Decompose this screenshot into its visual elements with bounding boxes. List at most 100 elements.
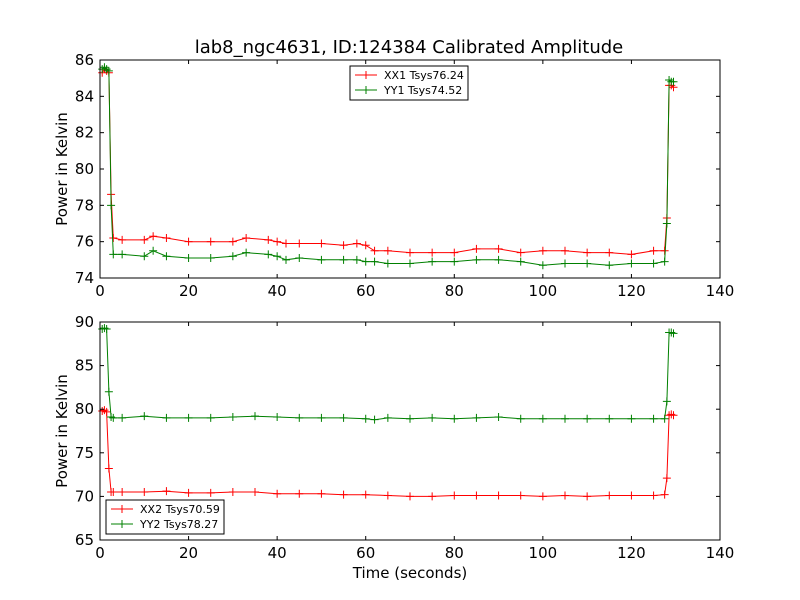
data-point xyxy=(494,491,503,500)
data-point xyxy=(361,414,370,423)
y-tick-label: 85 xyxy=(75,357,94,375)
data-point xyxy=(472,413,481,422)
y-tick-label: 80 xyxy=(75,160,94,178)
data-point xyxy=(660,490,669,499)
data-point xyxy=(118,250,127,259)
data-point xyxy=(450,248,459,257)
data-point xyxy=(538,246,547,255)
data-point xyxy=(538,492,547,501)
data-point xyxy=(472,244,481,253)
data-point xyxy=(383,491,392,500)
data-point xyxy=(669,329,678,338)
data-point xyxy=(118,488,127,497)
data-point xyxy=(428,492,437,501)
y-tick-label: 70 xyxy=(75,487,94,505)
data-point xyxy=(184,237,193,246)
x-tick-label: 100 xyxy=(529,282,558,300)
data-point xyxy=(273,489,282,498)
data-point xyxy=(162,234,171,243)
data-point xyxy=(295,254,304,263)
data-point xyxy=(428,413,437,422)
data-point xyxy=(662,474,671,483)
data-point xyxy=(649,491,658,500)
legend-swatch-marker xyxy=(362,71,370,79)
data-point xyxy=(406,248,414,257)
data-point xyxy=(472,255,481,264)
legend-swatch-marker xyxy=(118,520,126,528)
data-point xyxy=(627,491,636,500)
plots-container: 0 20 40 60 80 100 120 140 74 76 78 80 82 84 86 Power in… xyxy=(53,51,734,562)
data-point xyxy=(104,66,113,75)
legend-swatch-marker xyxy=(362,86,370,94)
y-tick-label: 86 xyxy=(75,51,94,69)
data-point xyxy=(605,414,614,423)
data-point xyxy=(102,407,111,416)
data-point xyxy=(370,257,379,266)
data-point xyxy=(140,235,149,244)
y-tick-label: 75 xyxy=(75,444,94,462)
data-point xyxy=(561,414,569,423)
data-point xyxy=(605,261,614,270)
data-point xyxy=(251,488,259,497)
data-point xyxy=(264,250,273,259)
legend-label: XX2 Tsys70.59 xyxy=(140,503,220,516)
data-point xyxy=(184,413,193,422)
data-point xyxy=(339,490,348,499)
data-point xyxy=(627,414,636,423)
x-axis-label: Time (seconds) xyxy=(352,564,468,582)
data-point xyxy=(140,488,149,497)
data-point xyxy=(352,239,361,248)
data-point xyxy=(228,488,237,497)
legend-swatch-marker xyxy=(118,505,126,513)
data-point xyxy=(428,257,437,266)
x-tick-label: 120 xyxy=(617,544,646,562)
data-point xyxy=(118,413,127,422)
data-point xyxy=(162,252,171,261)
data-point xyxy=(561,259,569,268)
y-tick-label: 80 xyxy=(75,400,94,418)
data-point xyxy=(102,324,111,333)
data-point xyxy=(282,255,290,264)
y-axis-label: Power in Kelvin xyxy=(53,112,71,226)
x-tick-label: 40 xyxy=(268,282,287,300)
data-point xyxy=(228,252,237,261)
data-point xyxy=(660,257,669,266)
data-point xyxy=(516,414,525,423)
data-point xyxy=(494,255,503,264)
data-point xyxy=(669,77,678,86)
data-point xyxy=(352,255,361,264)
data-point xyxy=(273,413,282,422)
legend-label: YY1 Tsys74.52 xyxy=(383,84,462,97)
data-point xyxy=(561,491,569,500)
data-point xyxy=(242,234,251,243)
data-point xyxy=(149,246,158,255)
x-tick-label: 20 xyxy=(179,544,198,562)
data-point xyxy=(450,491,459,500)
data-point xyxy=(605,248,614,257)
data-point xyxy=(370,246,379,255)
data-point xyxy=(561,246,569,255)
data-point xyxy=(450,257,459,266)
data-point xyxy=(273,237,282,246)
data-point xyxy=(140,252,149,261)
data-point xyxy=(383,259,392,268)
data-point xyxy=(206,254,215,263)
data-point xyxy=(242,248,251,257)
data-point xyxy=(538,261,547,270)
data-point xyxy=(162,413,171,422)
series-1-2 xyxy=(98,63,678,270)
data-point xyxy=(406,259,414,268)
series-2-2 xyxy=(98,324,678,424)
data-point xyxy=(206,413,215,422)
subplot-2: 0 20 40 60 80 100 120 140 65 70 75 80 85 90 Power in K… xyxy=(53,313,734,562)
data-point xyxy=(206,237,215,246)
data-point xyxy=(109,234,118,243)
data-point xyxy=(264,235,273,244)
data-point xyxy=(109,488,118,497)
y-tick-label: 84 xyxy=(75,87,94,105)
data-point xyxy=(104,387,113,396)
data-point xyxy=(583,414,592,423)
data-point xyxy=(140,412,149,421)
data-point xyxy=(317,413,326,422)
